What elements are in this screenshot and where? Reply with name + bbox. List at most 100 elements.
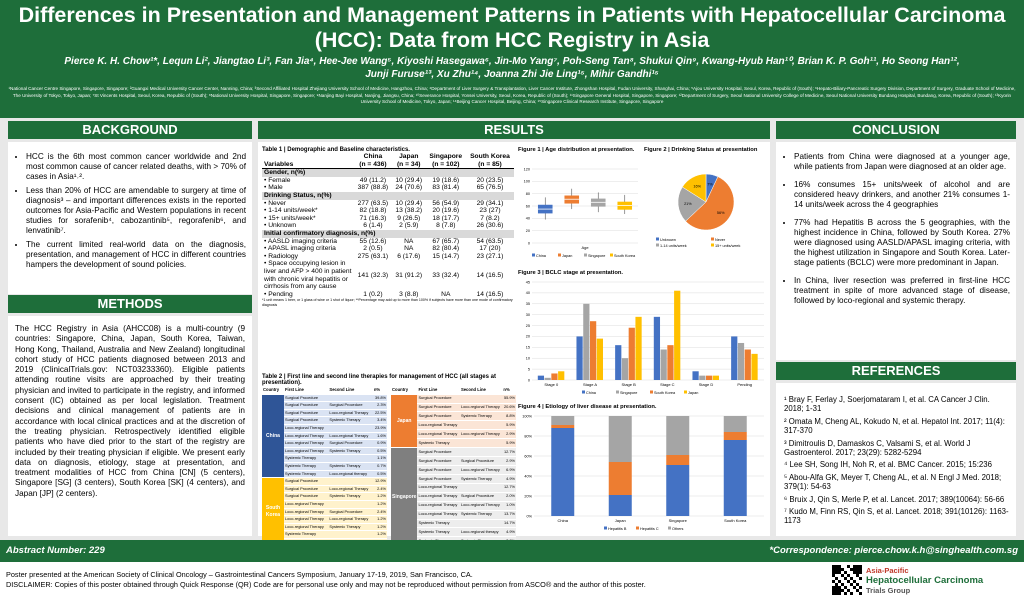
qr-cell [853,571,856,574]
cell: 14.7% [502,519,516,529]
cell: 10 (29.4) [395,176,423,184]
y-tick-label: 35 [526,302,530,306]
bar [706,375,713,380]
cell: Loco-regional Therapy [417,510,460,520]
body: Japan Surgical Procedure 55.9% Surgical Pro… [391,394,516,547]
cell [328,530,373,539]
legend-label: Japan [562,254,572,258]
legend-label: Never [715,238,726,242]
cell: Systemic Therapy [328,462,373,471]
bar [590,321,597,380]
qr-cell [835,592,838,595]
row: Surgical Procedure Surgical Procedure 2.3% [262,401,387,410]
bar [628,327,635,380]
header-row: Country First Line Second Line n% [262,387,387,395]
bar-segment [551,428,575,516]
cell: 18 (17.7) [432,214,460,222]
cell: 31 (91.2) [395,271,423,279]
cell: Loco-regional Therapy [459,501,503,511]
cell [328,424,373,433]
cell: 6 (17.6) [397,252,421,260]
bullet: Patients from China were diagnosed at a … [794,152,1010,172]
header-cell: China (n = 436) [354,153,392,170]
table: Variables China (n = 436) Japan (n = 34) Sing… [262,153,514,298]
bar [576,336,583,380]
qr-cell [832,589,835,592]
table2: Table 2 | First line and second line the… [262,374,516,557]
header-cell: Japan (n = 34) [391,153,426,170]
cell: NA [404,245,414,253]
header-cell: South Korea (n = 85) [465,153,514,170]
legend-label: China [536,254,547,258]
header: Country First Line Second Line n% [262,387,387,395]
row: Loco-regional Therapy Surgical Procedure 0… [262,439,387,448]
qr-cell [841,589,844,592]
legend-label: Others [672,527,683,531]
cell: 17 (20) [479,245,501,253]
logo-line: Trials Group [866,586,911,595]
qr-cell [856,568,859,571]
cell: Loco-regional therapy [459,527,503,538]
qr-cell [859,565,862,568]
cell: 33 (32.4) [432,271,460,279]
caption: Table 1 | Demographic and Baseline chara… [262,147,410,153]
header-row: Variables China (n = 436) Japan (n = 34) Sing… [262,153,514,170]
row: Surgical Procedure Systemic Therapy 3.4% [262,416,387,425]
cell: 1.2% [372,523,387,532]
cell: 55 (12.6) [359,237,387,245]
body: China Surgical Procedure 39.8% Surgical Pro… [262,394,387,547]
cell: • APASL imaging criteria [264,245,336,253]
legend-swatch [684,390,687,394]
bar [544,377,551,380]
cell: Surgical Procedure [284,394,329,403]
y-tick-label: 0 [528,378,530,382]
cell: Loco-regional Therapy [328,485,373,494]
row: Loco-regional Therapy Loco-regional Thera… [262,432,387,441]
section-cell: Initial confirmatory diagnosis, n(%) [262,229,514,238]
cell: 20.6% [502,403,516,413]
row: • AASLD imaging criteria 55 (12.6) NA 67 (6… [262,238,514,246]
cell: • Female [264,176,291,184]
cell: 8 (7.8) [436,222,456,230]
cell: 6 (1.4) [363,222,383,230]
bar-segment [723,432,747,440]
qr-cell [847,580,850,583]
legend-label: South Korea [654,391,676,395]
cell: Systemic Therapy [284,470,329,479]
cell: 275 (63.1) [357,252,389,260]
column-n: (n = 436) [359,160,387,168]
header-cell: Second Line [459,387,503,395]
cell: Surgical Procedure [328,401,373,410]
qr-cell [835,568,838,571]
qr-cell [838,586,841,589]
cell: 1.0% [502,501,516,511]
qr-cell [838,580,841,583]
figure: Figure 1 | Age distribution at presentat… [518,147,638,258]
cell: 83 (81.4) [432,184,460,192]
row: • Pending 1 (0.2) 3 (8.8) NA 14 (16.5) [262,291,514,299]
qr-cell [853,565,856,568]
cell: Systemic Therapy [417,527,460,538]
cell: 54 (63.5) [476,237,504,245]
cell: • Space occupying lesion in liver and AF… [264,260,352,291]
qr-cell [844,592,847,595]
y-tick-label: 60% [524,454,532,458]
cell: • AASLD imaging criteria [264,237,337,245]
qr-cell [859,586,862,589]
cell: 277 (63.5) [357,199,389,207]
row: • Unknown 6 (1.4) 2 (5.9) 8 (7.8) 26 (30.6) [262,222,514,230]
x-axis-label: Age [581,245,589,250]
qr-cell [850,577,853,580]
figures: Figure 1 | Age distribution at presentat… [518,147,764,531]
section-heading: RESULTS [258,121,770,139]
cell: Surgical Procedure [417,403,460,413]
y-tick-label: 0 [528,241,530,245]
pie-slice [677,186,707,222]
section-row: Gender, n(%) [262,168,514,177]
cell: 12.7% [502,483,516,493]
legend-label: Unknown [660,238,676,242]
legend-label: South Korea [614,254,636,258]
cell: 1 (0.2) [363,290,383,298]
qr-cell [832,574,835,577]
cell: 1.1% [372,454,387,463]
